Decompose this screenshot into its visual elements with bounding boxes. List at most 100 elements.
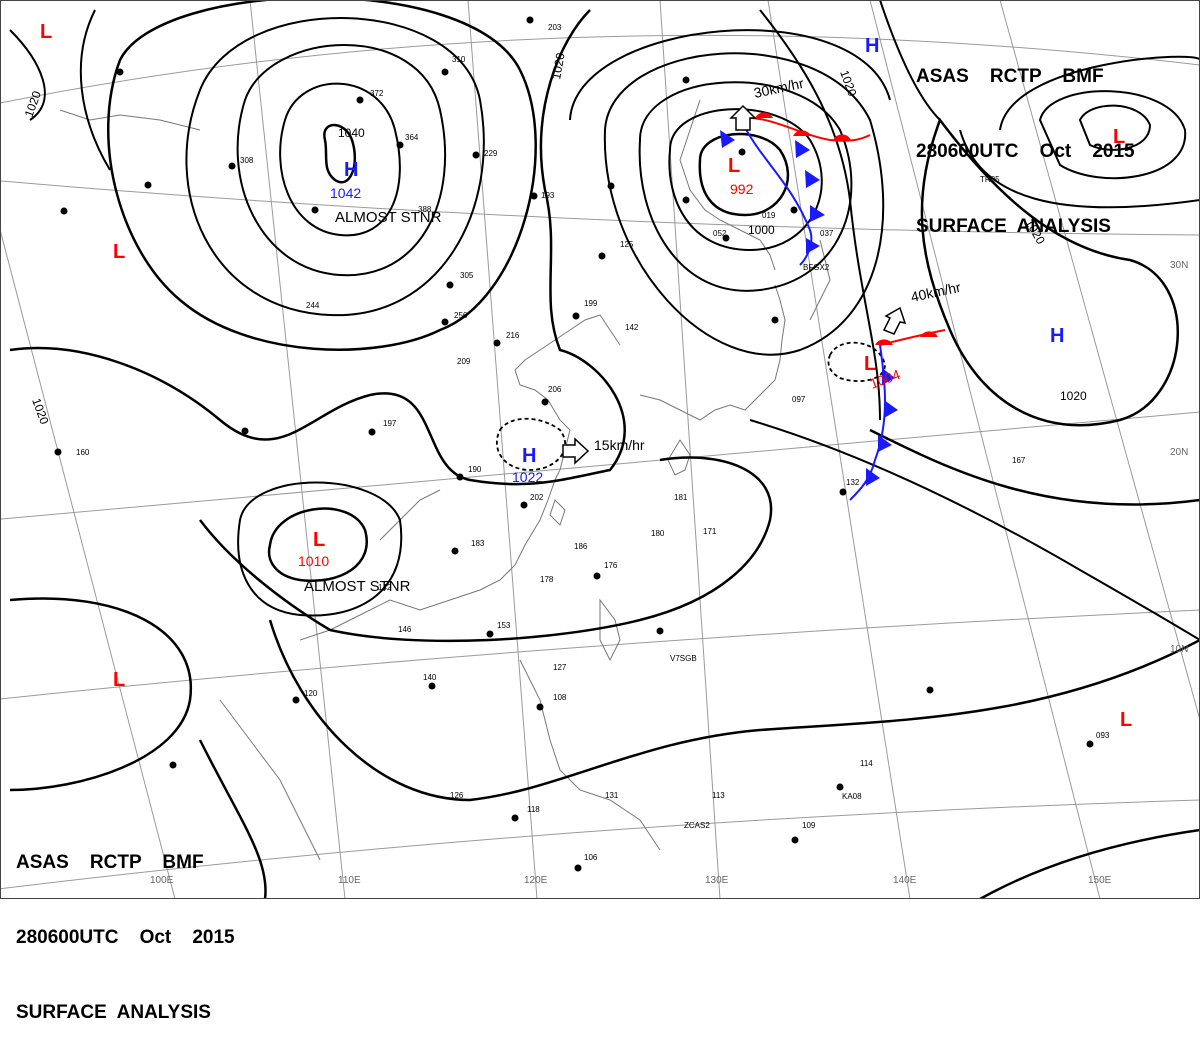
station-callsigns: V7SGB KA08 ZCAS2 TR05 BFGX2 xyxy=(670,175,1000,830)
station-callsign: ZCAS2 xyxy=(684,821,710,830)
isobar xyxy=(979,828,1200,899)
grid-labels: 100E 110E 120E 130E 140E 150E 30N 20N 10… xyxy=(150,260,1188,886)
motion-arrows xyxy=(562,104,907,465)
cold-front-symbol xyxy=(795,140,810,158)
station-value: 186 xyxy=(574,542,588,551)
island-coast xyxy=(599,598,621,662)
station-dot xyxy=(428,682,436,690)
longitude-label: 120E xyxy=(524,875,548,886)
isobar xyxy=(198,739,267,899)
isobar-label: 1040 xyxy=(338,126,365,140)
station-value: 203 xyxy=(548,23,562,32)
station-value: 126 xyxy=(450,791,464,800)
parallel-line xyxy=(0,799,1200,890)
cold-front-symbol xyxy=(720,130,735,148)
station-dot xyxy=(446,281,454,289)
high-motion-label: 15km/hr xyxy=(594,437,645,453)
low-pressure-icon: L xyxy=(313,529,325,551)
station-dot xyxy=(456,473,464,481)
coastline xyxy=(679,99,776,271)
warm-front-symbol xyxy=(793,130,811,136)
isobar xyxy=(749,419,1200,641)
station-dot xyxy=(356,96,364,104)
station-value: 305 xyxy=(460,271,474,280)
station-value: 216 xyxy=(506,331,520,340)
station-value: 199 xyxy=(584,299,598,308)
station-value: 142 xyxy=(378,583,392,592)
longitude-label: 150E xyxy=(1088,875,1112,886)
isobar xyxy=(759,9,881,421)
motion-arrow-icon xyxy=(562,437,590,465)
isobar xyxy=(323,123,357,184)
station-dot xyxy=(574,864,582,872)
station-value: 131 xyxy=(605,791,619,800)
longitude-label: 110E xyxy=(338,875,361,886)
isobar xyxy=(603,52,885,356)
station-callsign: V7SGB xyxy=(670,654,697,663)
isobar xyxy=(9,9,626,486)
isobar xyxy=(920,117,1180,427)
header-line1: ASAS RCTP BMF xyxy=(916,66,1104,87)
station-dot xyxy=(441,318,449,326)
station-dot xyxy=(656,627,664,635)
station-callsign: TR05 xyxy=(980,175,1000,184)
isobar xyxy=(9,29,46,121)
isobar xyxy=(638,81,853,292)
high-pressure-icon: H xyxy=(1050,325,1064,347)
isobar xyxy=(107,0,537,351)
station-value: 125 xyxy=(620,240,634,249)
coastline xyxy=(379,489,441,541)
isobar xyxy=(869,428,1200,506)
isobar xyxy=(959,129,1200,209)
station-value: 183 xyxy=(471,539,485,548)
station-value: 109 xyxy=(802,821,816,830)
longitude-label: 100E xyxy=(150,875,174,886)
isobar xyxy=(9,597,193,792)
coastline xyxy=(59,109,201,131)
station-value: 364 xyxy=(405,133,419,142)
station-values: 203 372 364 310 229 308 388 193 305 256 … xyxy=(76,23,1110,862)
station-value: 202 xyxy=(530,493,544,502)
station-value: 127 xyxy=(553,663,567,672)
station-value: 372 xyxy=(370,89,384,98)
station-value: 209 xyxy=(457,357,471,366)
station-value: 310 xyxy=(452,55,466,64)
latitude-label: 10N xyxy=(1170,644,1188,655)
station-dot xyxy=(368,428,376,436)
isobar-label: 1020 xyxy=(1060,389,1087,403)
station-value: 142 xyxy=(625,323,639,332)
parallel-line xyxy=(0,411,1200,520)
cold-front-symbol xyxy=(805,170,820,188)
station-dot xyxy=(54,448,62,456)
station-value: 160 xyxy=(76,448,90,457)
station-dot xyxy=(791,836,799,844)
motion-arrow-icon xyxy=(729,104,757,131)
map-header-top: ASAS RCTP BMF 280600UTC Oct 2015 SURFACE… xyxy=(916,14,1135,264)
station-value: 120 xyxy=(304,689,318,698)
station-value: 108 xyxy=(553,693,567,702)
station-dot xyxy=(292,696,300,704)
isobar xyxy=(199,456,773,643)
meridian-line xyxy=(869,0,1101,899)
station-value: 052 xyxy=(713,229,727,238)
island-coast xyxy=(549,499,566,526)
station-value: 180 xyxy=(651,529,665,538)
station-dot xyxy=(228,162,236,170)
station-dot xyxy=(60,207,68,215)
station-dot xyxy=(486,630,494,638)
low-pressure-icon: L xyxy=(40,21,52,43)
high-pressure-value: 1042 xyxy=(330,185,361,201)
station-dot xyxy=(526,16,534,24)
isobar xyxy=(879,0,941,121)
station-value: 114 xyxy=(860,759,873,768)
isobar xyxy=(237,481,403,617)
station-value: 190 xyxy=(468,465,482,474)
station-dot xyxy=(738,148,746,156)
warm-front-line xyxy=(739,116,871,142)
station-dot xyxy=(593,572,601,580)
station-dot xyxy=(441,68,449,76)
meridian-line xyxy=(767,0,911,899)
low-pressure-icon: L xyxy=(1113,126,1125,148)
parallel-line xyxy=(0,609,1200,700)
isobar xyxy=(569,29,891,121)
